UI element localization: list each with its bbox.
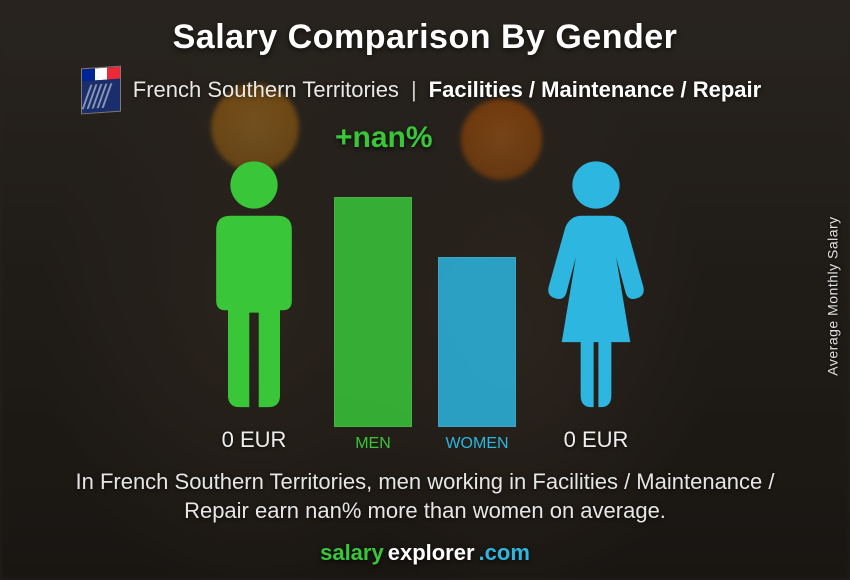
men-bar [334, 197, 412, 427]
flag-stripe-blue [82, 68, 95, 81]
chart-area: +nan% Average Monthly Salary 0 EUR MEN [24, 113, 826, 463]
women-value: 0 EUR [564, 427, 629, 453]
subtitle-category: Facilities / Maintenance / Repair [429, 77, 762, 103]
page-title: Salary Comparison By Gender [24, 18, 826, 57]
footer-pre: salary [318, 540, 386, 565]
infographic-content: Salary Comparison By Gender French South… [0, 0, 850, 580]
female-icon [536, 159, 656, 419]
y-axis-label: Average Monthly Salary [824, 216, 840, 375]
women-label: WOMEN [445, 435, 508, 453]
flag-field [82, 79, 120, 114]
flag-stripe-white [94, 68, 107, 81]
subtitle-separator: | [411, 77, 417, 103]
subtitle-row: French Southern Territories | Facilities… [24, 67, 826, 113]
delta-label: +nan% [335, 121, 433, 155]
women-group: WOMEN 0 EUR [438, 159, 656, 453]
subtitle-country: French Southern Territories [133, 77, 399, 103]
male-icon [194, 159, 314, 419]
country-flag-icon [81, 66, 121, 115]
women-bar [438, 257, 516, 427]
men-value: 0 EUR [222, 427, 287, 453]
footer-post: .com [477, 540, 532, 565]
footer-brand: salaryexplorer.com [24, 540, 826, 566]
flag-stripe-red [107, 67, 120, 80]
description-text: In French Southern Territories, men work… [24, 467, 826, 526]
footer-mid: explorer [386, 540, 477, 565]
men-label: MEN [355, 435, 391, 453]
men-group: 0 EUR MEN [194, 159, 412, 453]
